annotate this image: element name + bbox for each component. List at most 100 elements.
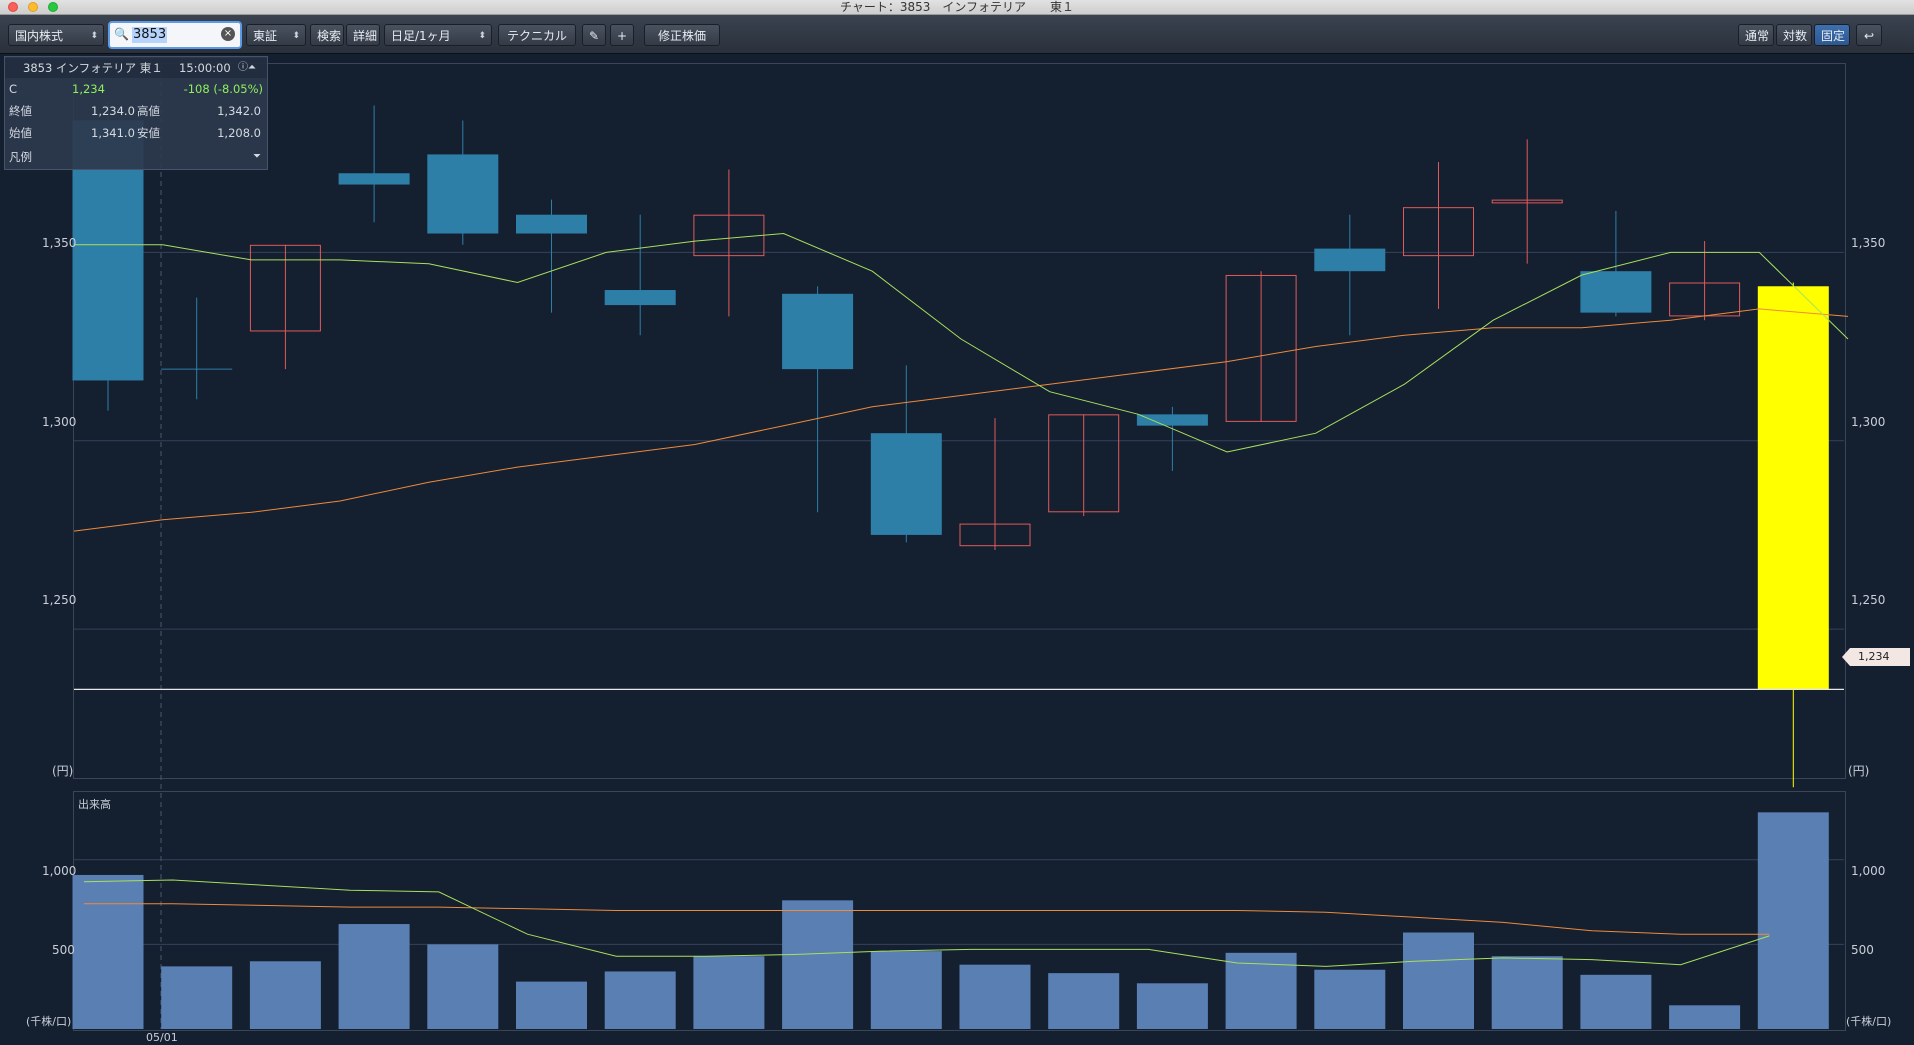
volume-title: 出来高 [78, 798, 111, 811]
volume-bar [959, 964, 1031, 1029]
volume-unit-right: (千株/口) [1846, 1015, 1892, 1028]
low-label: 安値 [137, 126, 160, 140]
chevron-updown-icon: ⬍ [292, 31, 300, 41]
candle-body [782, 293, 854, 370]
period-select-label: 日足/1ヶ月 [391, 29, 451, 43]
detail-button[interactable]: 詳細 [346, 24, 380, 46]
candle-body [1491, 199, 1563, 204]
volume-ma-short-line [83, 879, 1770, 967]
candle-body [1757, 286, 1829, 690]
price-tick-right: 1,250 [1851, 593, 1886, 607]
volume-bar [1314, 969, 1386, 1029]
return-icon[interactable]: ↩ [1856, 24, 1882, 46]
search-icon: 🔍 [114, 27, 129, 41]
open-value: 1,341.0 [91, 126, 135, 140]
candle-body [1136, 414, 1208, 426]
candle-body [959, 523, 1031, 547]
current-price-marker: 1,234 [1842, 648, 1910, 666]
pencil-icon[interactable]: ✎ [582, 24, 606, 46]
zoom-window-button[interactable] [48, 2, 58, 12]
info-symbol: 3853 インフォテリア 東１ [23, 61, 163, 75]
candle-body [249, 244, 321, 332]
volume-bar [1225, 952, 1297, 1029]
legend-expand-icon[interactable]: ⏷ [253, 151, 261, 162]
close-value: 1,234.0 [91, 104, 135, 118]
volume-tick-left: 500 [52, 943, 75, 957]
volume-tick-left: 1,000 [42, 864, 77, 878]
volume-bar [870, 951, 942, 1029]
price-unit-right: (円) [1848, 764, 1870, 778]
close-label: 終値 [9, 104, 32, 118]
chevron-updown-icon: ⬍ [90, 31, 98, 41]
chevron-updown-icon: ⬍ [478, 31, 486, 41]
volume-ma-long-line [84, 903, 1770, 935]
candle-body [1580, 271, 1652, 313]
scale-fixed-button[interactable]: 固定 [1814, 24, 1850, 46]
window-titlebar: チャート：3853 インフォテリア 東１ [0, 0, 1914, 15]
volume-bar [249, 961, 321, 1029]
current-price: 1,234 [72, 82, 105, 96]
volume-bar [1669, 1005, 1741, 1029]
clear-icon[interactable]: × [221, 27, 235, 41]
scale-normal-button[interactable]: 通常 [1738, 24, 1774, 46]
volume-tick-right: 1,000 [1851, 864, 1886, 878]
candle-body [1225, 274, 1297, 422]
price-tick-left: 1,250 [42, 593, 77, 607]
close-window-button[interactable] [8, 2, 18, 12]
period-select[interactable]: 日足/1ヶ月 ⬍ [384, 24, 492, 46]
high-value: 1,342.0 [217, 104, 261, 118]
c-label: C [9, 82, 18, 96]
market-select-label: 国内株式 [15, 29, 64, 43]
candle-body [1403, 207, 1474, 257]
candle-body [1048, 414, 1120, 513]
volume-bar [604, 971, 676, 1029]
price-unit-left: (円) [52, 764, 74, 778]
legend-label[interactable]: 凡例 [9, 150, 32, 164]
technical-button[interactable]: テクニカル [498, 24, 576, 46]
volume-bar [338, 924, 410, 1029]
search-button[interactable]: 検索 [310, 24, 344, 46]
price-chart-pane[interactable] [73, 63, 1846, 779]
exchange-select[interactable]: 東証 ⬍ [246, 24, 306, 46]
high-label: 高値 [137, 104, 160, 118]
plus-icon[interactable]: + [610, 24, 634, 46]
candle-body [338, 173, 410, 185]
market-select[interactable]: 国内株式 ⬍ [8, 24, 104, 46]
minimize-window-button[interactable] [28, 2, 38, 12]
candle-body [604, 290, 676, 306]
price-tick-right: 1,300 [1851, 415, 1886, 429]
ma-long-line [73, 308, 1849, 532]
volume-bar [161, 966, 233, 1029]
volume-bar [782, 900, 854, 1029]
open-label: 始値 [9, 126, 32, 140]
candle-body [870, 433, 942, 535]
info-icon[interactable]: ⓘ⏶ [238, 62, 256, 73]
ma-short-line [74, 232, 1849, 453]
x-date-label: 05/01 [146, 1031, 178, 1044]
price-tick-left: 1,350 [42, 236, 77, 250]
volume-bar [693, 956, 765, 1029]
volume-bar [516, 981, 587, 1029]
scale-log-button[interactable]: 対数 [1776, 24, 1812, 46]
candle-body [427, 154, 499, 234]
ohlc-info-panel: 3853 インフォテリア 東１ 15:00:00 ⓘ⏶ C 1,234 -108… [4, 56, 268, 170]
price-tick-left: 1,300 [42, 415, 77, 429]
search-input-value[interactable]: 3853 [132, 27, 168, 43]
search-input[interactable]: 🔍 3853 × [108, 21, 242, 49]
low-value: 1,208.0 [217, 126, 261, 140]
volume-tick-right: 500 [1851, 943, 1874, 957]
volume-bar [1403, 932, 1474, 1029]
volume-bar [1580, 974, 1652, 1029]
window-title: チャート：3853 インフォテリア 東１ [839, 0, 1075, 14]
info-time: 15:00:00 [179, 61, 231, 75]
volume-unit-left: (千株/口) [26, 1015, 72, 1028]
candle-body [1314, 248, 1386, 272]
price-tick-right: 1,350 [1851, 236, 1886, 250]
volume-bar [427, 944, 499, 1029]
volume-bar [1491, 956, 1563, 1029]
candle-body [516, 214, 587, 234]
adjusted-price-button[interactable]: 修正株価 [644, 24, 720, 46]
volume-bar [1048, 973, 1120, 1029]
exchange-select-label: 東証 [253, 29, 278, 43]
